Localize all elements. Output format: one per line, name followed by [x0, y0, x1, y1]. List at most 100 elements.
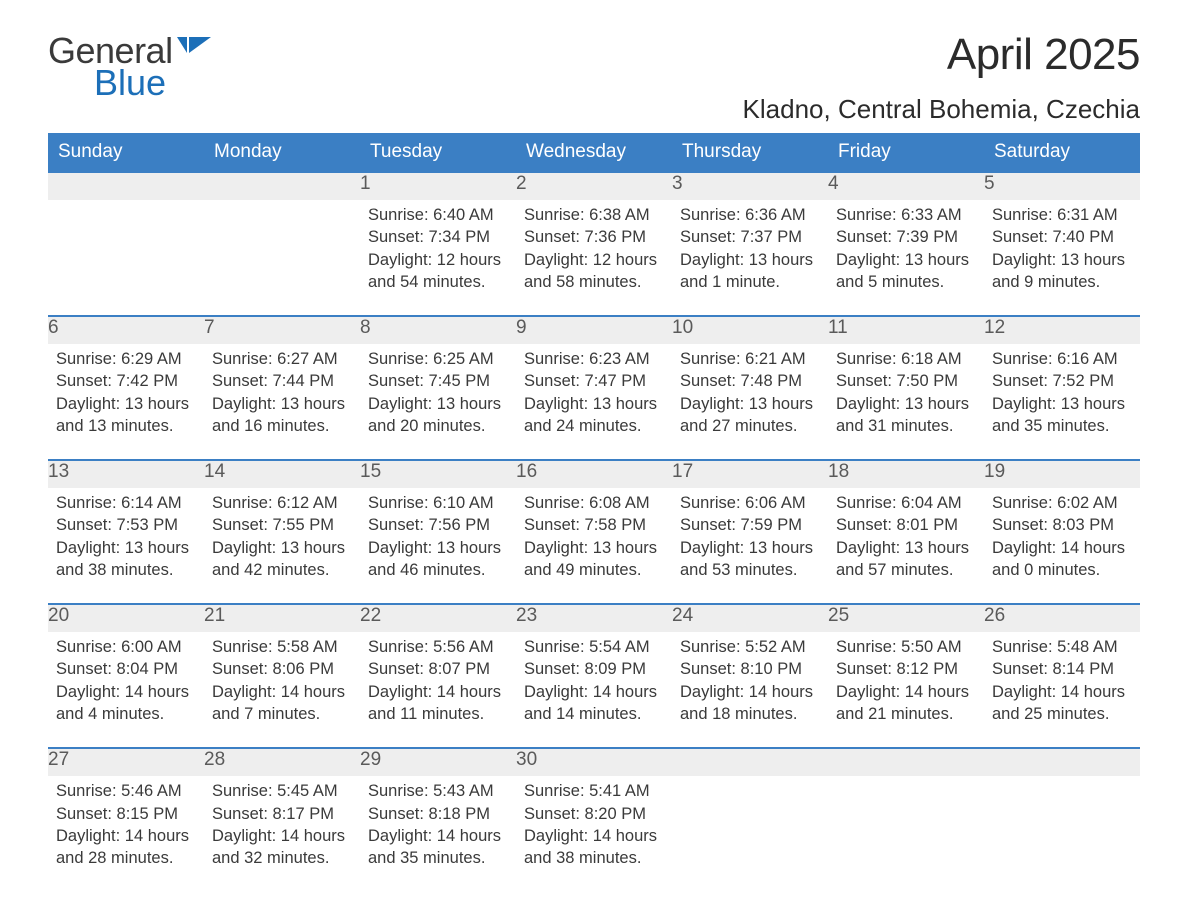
sunset-text: Sunset: 8:18 PM: [368, 803, 508, 825]
daylight-text: Daylight: 12 hours: [368, 249, 508, 271]
daylight-text: Daylight: 13 hours: [524, 393, 664, 415]
day-number-cell: 14: [204, 460, 360, 488]
day-number-cell: 21: [204, 604, 360, 632]
daylight-text: Daylight: 13 hours: [56, 537, 196, 559]
daylight-text: and 57 minutes.: [836, 559, 976, 581]
day-number-cell: 8: [360, 316, 516, 344]
day-number: 28: [204, 749, 225, 770]
sunrise-text: Sunrise: 6:33 AM: [836, 204, 976, 226]
sunrise-text: Sunrise: 6:38 AM: [524, 204, 664, 226]
sunrise-text: Sunrise: 6:23 AM: [524, 348, 664, 370]
day-cell: Sunrise: 6:18 AMSunset: 7:50 PMDaylight:…: [828, 344, 984, 460]
sunset-text: Sunset: 8:20 PM: [524, 803, 664, 825]
sunset-text: Sunset: 7:56 PM: [368, 514, 508, 536]
day-cell: Sunrise: 6:31 AMSunset: 7:40 PMDaylight:…: [984, 200, 1140, 316]
daylight-text: and 58 minutes.: [524, 271, 664, 293]
daylight-text: and 49 minutes.: [524, 559, 664, 581]
day-cell: Sunrise: 6:08 AMSunset: 7:58 PMDaylight:…: [516, 488, 672, 604]
sunset-text: Sunset: 7:44 PM: [212, 370, 352, 392]
day-header: Friday: [828, 133, 984, 172]
day-header: Wednesday: [516, 133, 672, 172]
daylight-text: Daylight: 13 hours: [368, 393, 508, 415]
sunset-text: Sunset: 7:55 PM: [212, 514, 352, 536]
day-cell: Sunrise: 6:12 AMSunset: 7:55 PMDaylight:…: [204, 488, 360, 604]
day-number: 5: [984, 173, 995, 194]
day-number-cell: 18: [828, 460, 984, 488]
day-number: 1: [360, 173, 371, 194]
sunrise-text: Sunrise: 6:27 AM: [212, 348, 352, 370]
sunset-text: Sunset: 7:45 PM: [368, 370, 508, 392]
daylight-text: and 38 minutes.: [524, 847, 664, 869]
daylight-text: and 53 minutes.: [680, 559, 820, 581]
daylight-text: Daylight: 13 hours: [212, 537, 352, 559]
day-number-cell: 5: [984, 172, 1140, 200]
day-number-cell: [672, 748, 828, 776]
sunrise-text: Sunrise: 5:56 AM: [368, 636, 508, 658]
day-number-cell: 3: [672, 172, 828, 200]
daylight-text: and 4 minutes.: [56, 703, 196, 725]
logo-word-2: Blue: [94, 62, 211, 104]
sunset-text: Sunset: 7:48 PM: [680, 370, 820, 392]
daylight-text: and 16 minutes.: [212, 415, 352, 437]
daylight-text: Daylight: 12 hours: [524, 249, 664, 271]
sunrise-text: Sunrise: 5:52 AM: [680, 636, 820, 658]
day-cell: Sunrise: 5:50 AMSunset: 8:12 PMDaylight:…: [828, 632, 984, 748]
sunset-text: Sunset: 8:03 PM: [992, 514, 1132, 536]
day-cell: Sunrise: 6:40 AMSunset: 7:34 PMDaylight:…: [360, 200, 516, 316]
day-cell: Sunrise: 6:27 AMSunset: 7:44 PMDaylight:…: [204, 344, 360, 460]
day-number-cell: 12: [984, 316, 1140, 344]
day-cell: Sunrise: 6:14 AMSunset: 7:53 PMDaylight:…: [48, 488, 204, 604]
day-cell: Sunrise: 6:00 AMSunset: 8:04 PMDaylight:…: [48, 632, 204, 748]
sunrise-text: Sunrise: 5:46 AM: [56, 780, 196, 802]
sunset-text: Sunset: 7:40 PM: [992, 226, 1132, 248]
day-number-cell: 22: [360, 604, 516, 632]
daylight-text: Daylight: 13 hours: [524, 537, 664, 559]
sunrise-text: Sunrise: 5:48 AM: [992, 636, 1132, 658]
sunset-text: Sunset: 8:17 PM: [212, 803, 352, 825]
sunrise-text: Sunrise: 6:36 AM: [680, 204, 820, 226]
day-number: 26: [984, 605, 1005, 626]
day-number-cell: 27: [48, 748, 204, 776]
day-number: 17: [672, 461, 693, 482]
sunrise-text: Sunrise: 6:14 AM: [56, 492, 196, 514]
day-cell: Sunrise: 5:46 AMSunset: 8:15 PMDaylight:…: [48, 776, 204, 891]
daylight-text: and 42 minutes.: [212, 559, 352, 581]
day-cell: Sunrise: 5:54 AMSunset: 8:09 PMDaylight:…: [516, 632, 672, 748]
daylight-text: Daylight: 13 hours: [836, 249, 976, 271]
sunset-text: Sunset: 8:07 PM: [368, 658, 508, 680]
day-cell: [672, 776, 828, 891]
day-number-cell: 11: [828, 316, 984, 344]
calendar-table: SundayMondayTuesdayWednesdayThursdayFrid…: [48, 133, 1140, 891]
daylight-text: and 11 minutes.: [368, 703, 508, 725]
day-number: 23: [516, 605, 537, 626]
sunrise-text: Sunrise: 6:02 AM: [992, 492, 1132, 514]
day-header: Saturday: [984, 133, 1140, 172]
sunset-text: Sunset: 7:59 PM: [680, 514, 820, 536]
day-number-cell: 26: [984, 604, 1140, 632]
daylight-text: Daylight: 14 hours: [836, 681, 976, 703]
location-text: Kladno, Central Bohemia, Czechia: [743, 94, 1140, 125]
sunset-text: Sunset: 8:01 PM: [836, 514, 976, 536]
daylight-text: and 1 minute.: [680, 271, 820, 293]
day-cell: [984, 776, 1140, 891]
day-number-cell: 19: [984, 460, 1140, 488]
daylight-text: Daylight: 13 hours: [992, 249, 1132, 271]
daylight-text: and 14 minutes.: [524, 703, 664, 725]
sunset-text: Sunset: 8:04 PM: [56, 658, 196, 680]
daylight-text: Daylight: 13 hours: [836, 393, 976, 415]
day-number-cell: 15: [360, 460, 516, 488]
day-number: 3: [672, 173, 683, 194]
day-number: 11: [828, 317, 848, 338]
sunset-text: Sunset: 8:14 PM: [992, 658, 1132, 680]
sunrise-text: Sunrise: 6:04 AM: [836, 492, 976, 514]
daylight-text: Daylight: 13 hours: [680, 393, 820, 415]
day-header: Sunday: [48, 133, 204, 172]
day-number: 8: [360, 317, 371, 338]
sunrise-text: Sunrise: 6:10 AM: [368, 492, 508, 514]
day-number: 16: [516, 461, 537, 482]
sunset-text: Sunset: 7:36 PM: [524, 226, 664, 248]
sunset-text: Sunset: 7:52 PM: [992, 370, 1132, 392]
sunrise-text: Sunrise: 6:31 AM: [992, 204, 1132, 226]
daylight-text: Daylight: 13 hours: [836, 537, 976, 559]
sunset-text: Sunset: 7:53 PM: [56, 514, 196, 536]
